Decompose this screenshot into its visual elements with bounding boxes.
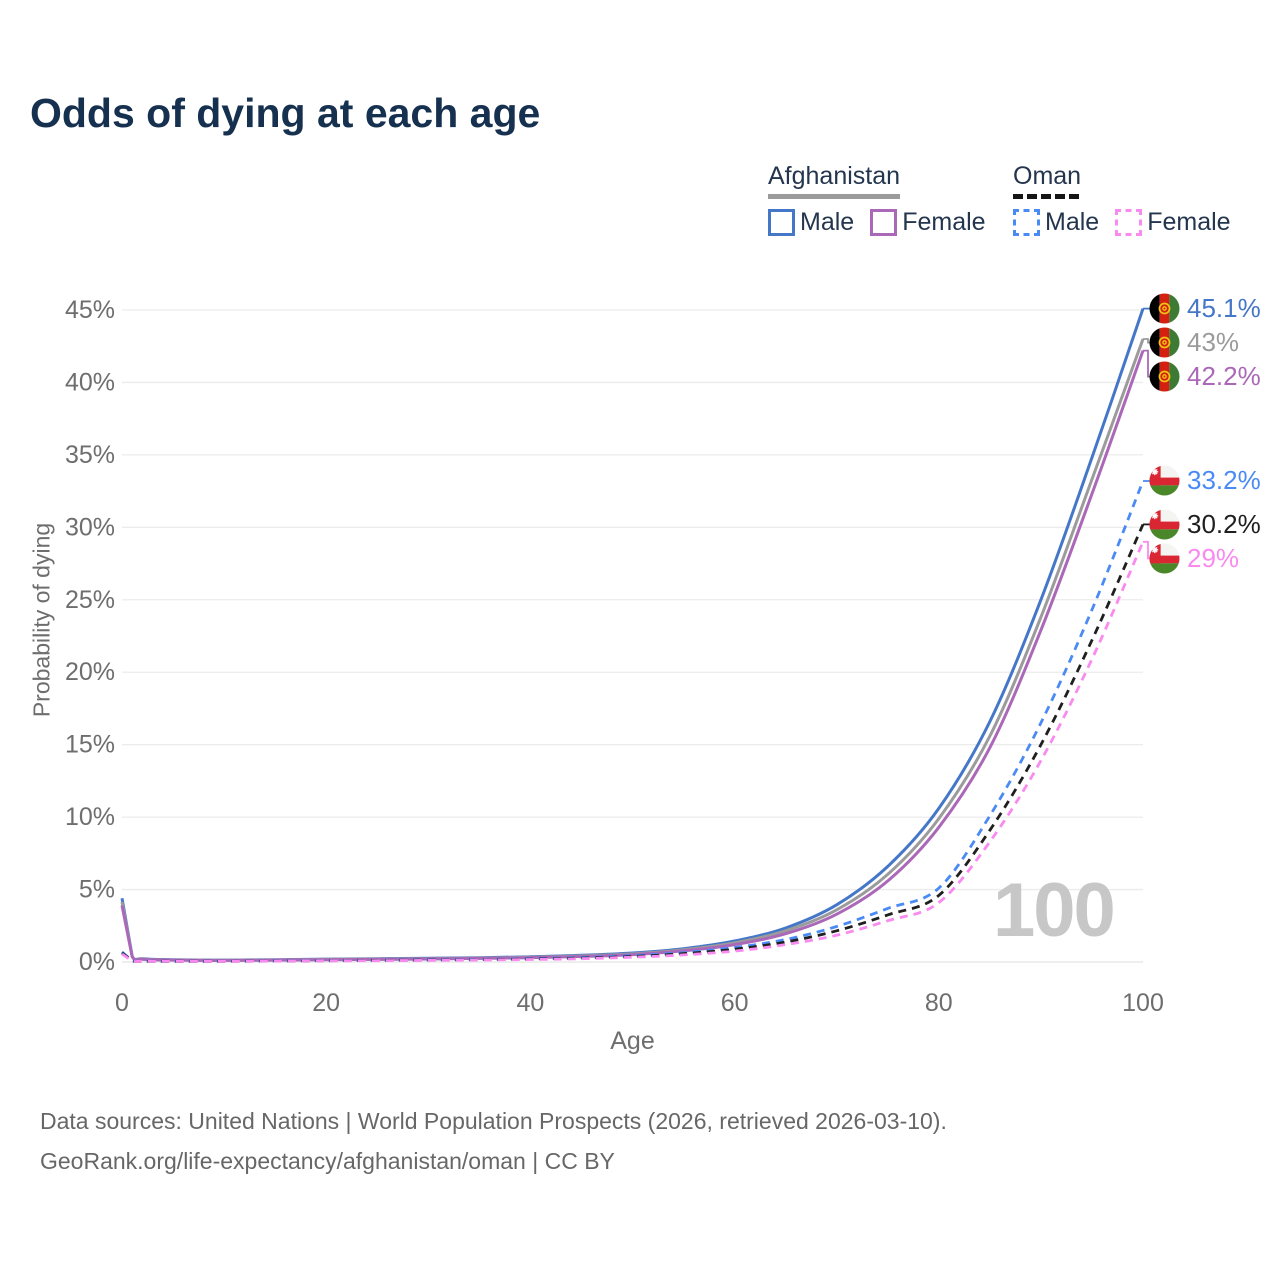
- y-tick-label: 15%: [65, 731, 115, 759]
- end-label-value: 30.2%: [1187, 508, 1261, 539]
- y-tick-label: 35%: [65, 441, 115, 469]
- x-tick-label: 40: [516, 989, 544, 1017]
- y-tick-label: 5%: [79, 876, 115, 904]
- y-tick-label: 40%: [65, 368, 115, 396]
- end-label-afghanistan-male: 45.1%: [1149, 293, 1261, 325]
- attribution-text: GeoRank.org/life-expectancy/afghanistan/…: [40, 1148, 615, 1174]
- y-tick-label: 30%: [65, 513, 115, 541]
- y-tick-label: 10%: [65, 803, 115, 831]
- legend-item-afghanistan-male[interactable]: Male: [768, 208, 854, 237]
- legend-header-label: Oman: [1013, 162, 1082, 190]
- x-tick-label: 0: [115, 989, 129, 1017]
- series-line-oman-male: [121, 480, 1145, 963]
- end-label-value: 29%: [1187, 542, 1240, 573]
- legend-group-oman: Oman Male Female: [1013, 162, 1231, 237]
- x-tick-label: 60: [721, 989, 749, 1017]
- legend-item-afghanistan-female[interactable]: Female: [870, 208, 986, 237]
- legend-item-oman-male[interactable]: Male: [1013, 208, 1099, 237]
- end-label-afghanistan-both: 43%: [1149, 327, 1239, 359]
- oman-flag-icon: [1149, 543, 1180, 574]
- end-label-oman-male: 33.2%: [1149, 465, 1261, 497]
- series-line-afghanistan-both-sexes: [120, 338, 1145, 962]
- oman-flag-icon: [1149, 465, 1180, 496]
- male-dashed-swatch: [1013, 209, 1040, 236]
- afghanistan-line-swatch: [768, 194, 900, 199]
- oman-flag-icon: [1149, 509, 1180, 540]
- end-label-afghanistan-female: 42.2%: [1149, 361, 1261, 393]
- y-tick-label: 25%: [65, 586, 115, 614]
- data-sources-text: Data sources: United Nations | World Pop…: [40, 1108, 947, 1134]
- series-line-afghanistan-male: [120, 308, 1145, 962]
- afghanistan-flag-icon: [1149, 327, 1180, 358]
- legend-item-oman-female[interactable]: Female: [1115, 208, 1231, 237]
- y-tick-label: 20%: [65, 658, 115, 686]
- x-tick-label: 20: [312, 989, 340, 1017]
- afghanistan-flag-icon: [1149, 293, 1180, 324]
- y-tick-label: 45%: [65, 296, 115, 324]
- x-axis-title: Age: [610, 1027, 655, 1055]
- x-tick-label: 100: [1122, 989, 1164, 1017]
- female-dashed-swatch: [1115, 209, 1143, 236]
- y-axis-title: Probability of dying: [28, 522, 55, 718]
- age-watermark: 100: [993, 868, 1116, 953]
- legend-header-label: Afghanistan: [768, 162, 901, 190]
- legend-label-male: Male: [1045, 208, 1100, 236]
- x-tick-label: 80: [925, 989, 953, 1017]
- end-label-value: 43%: [1187, 327, 1240, 358]
- series-line-afghanistan-female: [120, 350, 1145, 962]
- legend-group-afghanistan: Afghanistan Male Female: [768, 162, 986, 237]
- series-line-oman-female: [121, 541, 1145, 963]
- legend-label-male: Male: [800, 208, 855, 236]
- y-tick-label: 0%: [79, 948, 115, 976]
- male-solid-swatch: [768, 209, 795, 236]
- end-label-oman-female: 29%: [1149, 542, 1239, 574]
- end-label-oman-both: 30.2%: [1149, 508, 1261, 540]
- end-label-value: 42.2%: [1187, 361, 1261, 392]
- series-line-oman-both-sexes: [121, 523, 1145, 963]
- chart-title: Odds of dying at each age: [30, 90, 541, 136]
- afghanistan-flag-icon: [1149, 361, 1180, 392]
- legend-header-oman[interactable]: Oman: [1013, 162, 1231, 199]
- legend-header-afghanistan[interactable]: Afghanistan: [768, 162, 986, 199]
- end-label-value: 33.2%: [1187, 465, 1261, 496]
- legend-label-female: Female: [1147, 208, 1231, 236]
- legend-label-female: Female: [902, 208, 986, 236]
- end-label-value: 45.1%: [1187, 293, 1261, 324]
- oman-line-swatch: [1013, 194, 1079, 199]
- female-solid-swatch: [870, 209, 898, 236]
